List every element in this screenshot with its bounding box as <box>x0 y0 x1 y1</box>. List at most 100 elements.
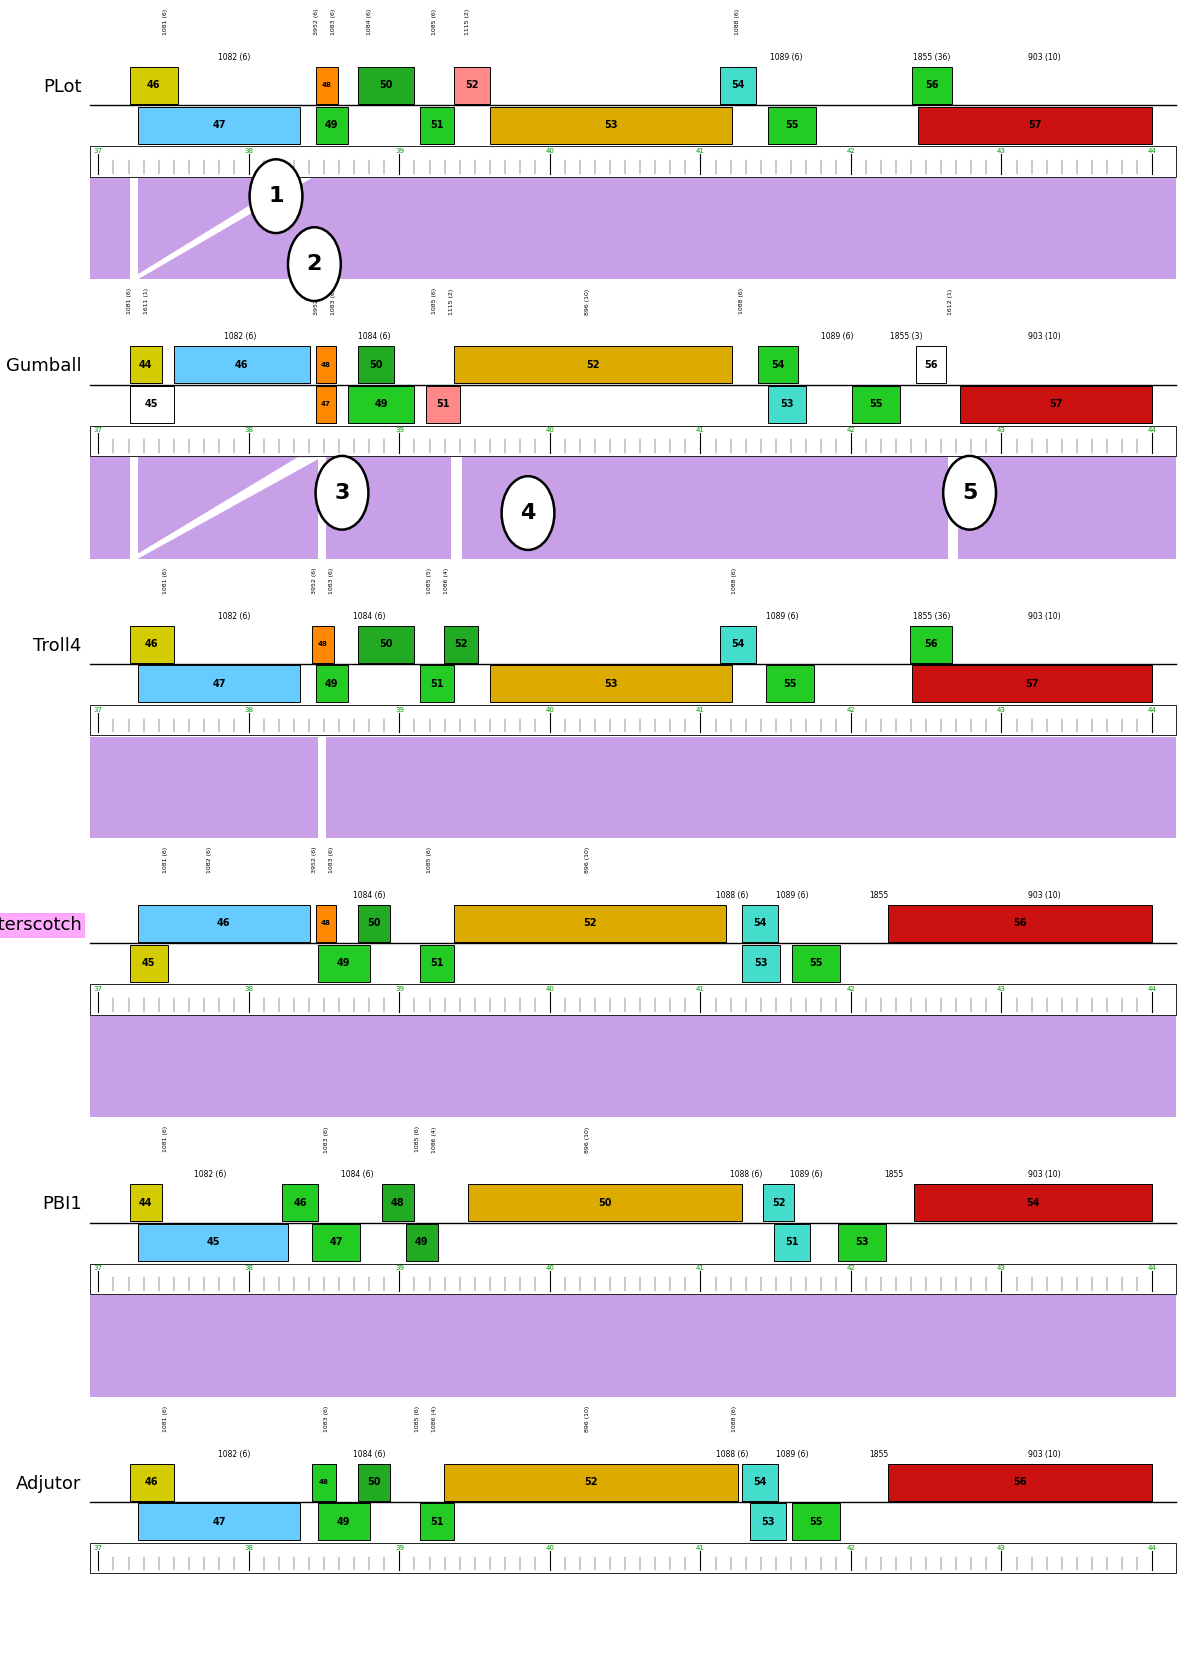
Text: 1612 (1): 1612 (1) <box>948 288 953 315</box>
Text: 38: 38 <box>245 985 253 992</box>
Bar <box>316 665 348 702</box>
Text: 41: 41 <box>696 1265 704 1272</box>
Text: 49: 49 <box>337 959 350 969</box>
Text: 1085 (6): 1085 (6) <box>432 288 437 315</box>
Text: 39: 39 <box>395 1545 404 1550</box>
Text: 42: 42 <box>846 147 856 154</box>
Text: 903 (10): 903 (10) <box>1027 892 1061 900</box>
Text: 2: 2 <box>307 255 322 275</box>
Text: 896 (10): 896 (10) <box>586 1406 590 1431</box>
Text: 1084 (6): 1084 (6) <box>353 892 386 900</box>
Text: 1089 (6): 1089 (6) <box>790 1170 823 1180</box>
Text: 56: 56 <box>1013 918 1027 929</box>
Text: 903 (10): 903 (10) <box>1027 54 1061 62</box>
Bar <box>420 945 454 982</box>
Text: 46: 46 <box>217 918 230 929</box>
Text: 47: 47 <box>320 402 331 407</box>
Text: 56: 56 <box>924 639 937 649</box>
Bar <box>420 1503 454 1540</box>
Text: 51: 51 <box>430 1517 444 1527</box>
Text: 39: 39 <box>395 427 404 434</box>
Bar <box>138 665 300 702</box>
Bar <box>454 347 732 384</box>
Text: 1611 (1): 1611 (1) <box>144 288 149 315</box>
Text: 1086 (4): 1086 (4) <box>432 1406 437 1431</box>
Text: 38: 38 <box>245 1545 253 1550</box>
Bar <box>914 1185 1152 1222</box>
Text: 43: 43 <box>997 1265 1006 1272</box>
Text: 41: 41 <box>696 427 704 434</box>
Text: 42: 42 <box>846 427 856 434</box>
Text: 47: 47 <box>212 1517 226 1527</box>
Bar <box>774 1223 810 1260</box>
Text: 42: 42 <box>846 1545 856 1550</box>
Bar <box>768 107 816 144</box>
Text: 42: 42 <box>846 985 856 992</box>
Text: 48: 48 <box>320 362 331 367</box>
Text: 1855: 1855 <box>884 1170 904 1180</box>
Text: 1089 (6): 1089 (6) <box>775 1450 809 1458</box>
Text: 53: 53 <box>754 959 768 969</box>
Bar <box>90 1016 1176 1118</box>
Circle shape <box>250 159 302 233</box>
Text: 1084 (6): 1084 (6) <box>358 332 391 342</box>
Text: 1855 (3): 1855 (3) <box>889 332 923 342</box>
Text: 3: 3 <box>335 483 349 503</box>
Text: 45: 45 <box>206 1237 220 1247</box>
Text: 1088 (6): 1088 (6) <box>736 8 740 35</box>
Text: 48: 48 <box>391 1198 404 1208</box>
Text: 1082 (6): 1082 (6) <box>194 1170 226 1180</box>
Text: 49: 49 <box>337 1517 350 1527</box>
Text: 3952 (6): 3952 (6) <box>312 846 317 873</box>
Bar <box>130 625 174 662</box>
Polygon shape <box>130 458 322 558</box>
Text: 37: 37 <box>94 707 103 712</box>
Text: 1088 (6): 1088 (6) <box>716 892 748 900</box>
Text: 44: 44 <box>1147 427 1157 434</box>
Text: 49: 49 <box>374 399 388 409</box>
Text: 1084 (6): 1084 (6) <box>367 8 372 35</box>
Bar <box>742 945 780 982</box>
Bar <box>852 385 900 422</box>
Text: 52: 52 <box>464 80 479 91</box>
Text: 46: 46 <box>293 1198 307 1208</box>
Text: 1083 (6): 1083 (6) <box>329 846 334 873</box>
Bar <box>138 1223 288 1260</box>
Bar <box>130 385 174 422</box>
Text: Adjutor: Adjutor <box>17 1475 82 1493</box>
Text: Gumball: Gumball <box>6 357 82 375</box>
Text: 903 (10): 903 (10) <box>1027 612 1061 620</box>
Bar <box>358 905 390 942</box>
Text: 44: 44 <box>139 1198 152 1208</box>
Text: 1082 (6): 1082 (6) <box>218 1450 250 1458</box>
Bar <box>130 67 178 104</box>
Bar <box>312 1223 360 1260</box>
Text: 1084 (6): 1084 (6) <box>353 1450 386 1458</box>
Text: 55: 55 <box>869 399 883 409</box>
Bar <box>358 67 414 104</box>
Bar <box>316 107 348 144</box>
Text: 49: 49 <box>415 1237 428 1247</box>
Text: 896 (10): 896 (10) <box>586 846 590 873</box>
Text: 1086 (4): 1086 (4) <box>432 1126 437 1153</box>
Text: 1855: 1855 <box>869 1450 888 1458</box>
Bar <box>90 1296 1176 1396</box>
Text: 1088 (6): 1088 (6) <box>732 568 737 593</box>
Text: 41: 41 <box>696 1545 704 1550</box>
Text: 52: 52 <box>583 918 596 929</box>
Text: 42: 42 <box>846 1265 856 1272</box>
Bar <box>90 426 1176 456</box>
Text: 53: 53 <box>854 1237 869 1247</box>
Text: 39: 39 <box>395 1265 404 1272</box>
Text: 1082 (6): 1082 (6) <box>208 846 212 873</box>
Bar <box>130 347 162 384</box>
Bar <box>888 1463 1152 1500</box>
Text: 53: 53 <box>604 679 618 689</box>
Text: 1115 (2): 1115 (2) <box>449 288 454 315</box>
Bar <box>916 347 946 384</box>
Bar <box>138 1503 300 1540</box>
Bar <box>720 625 756 662</box>
Text: 3952 (6): 3952 (6) <box>314 8 319 35</box>
Text: 44: 44 <box>1147 985 1157 992</box>
Bar <box>454 67 490 104</box>
